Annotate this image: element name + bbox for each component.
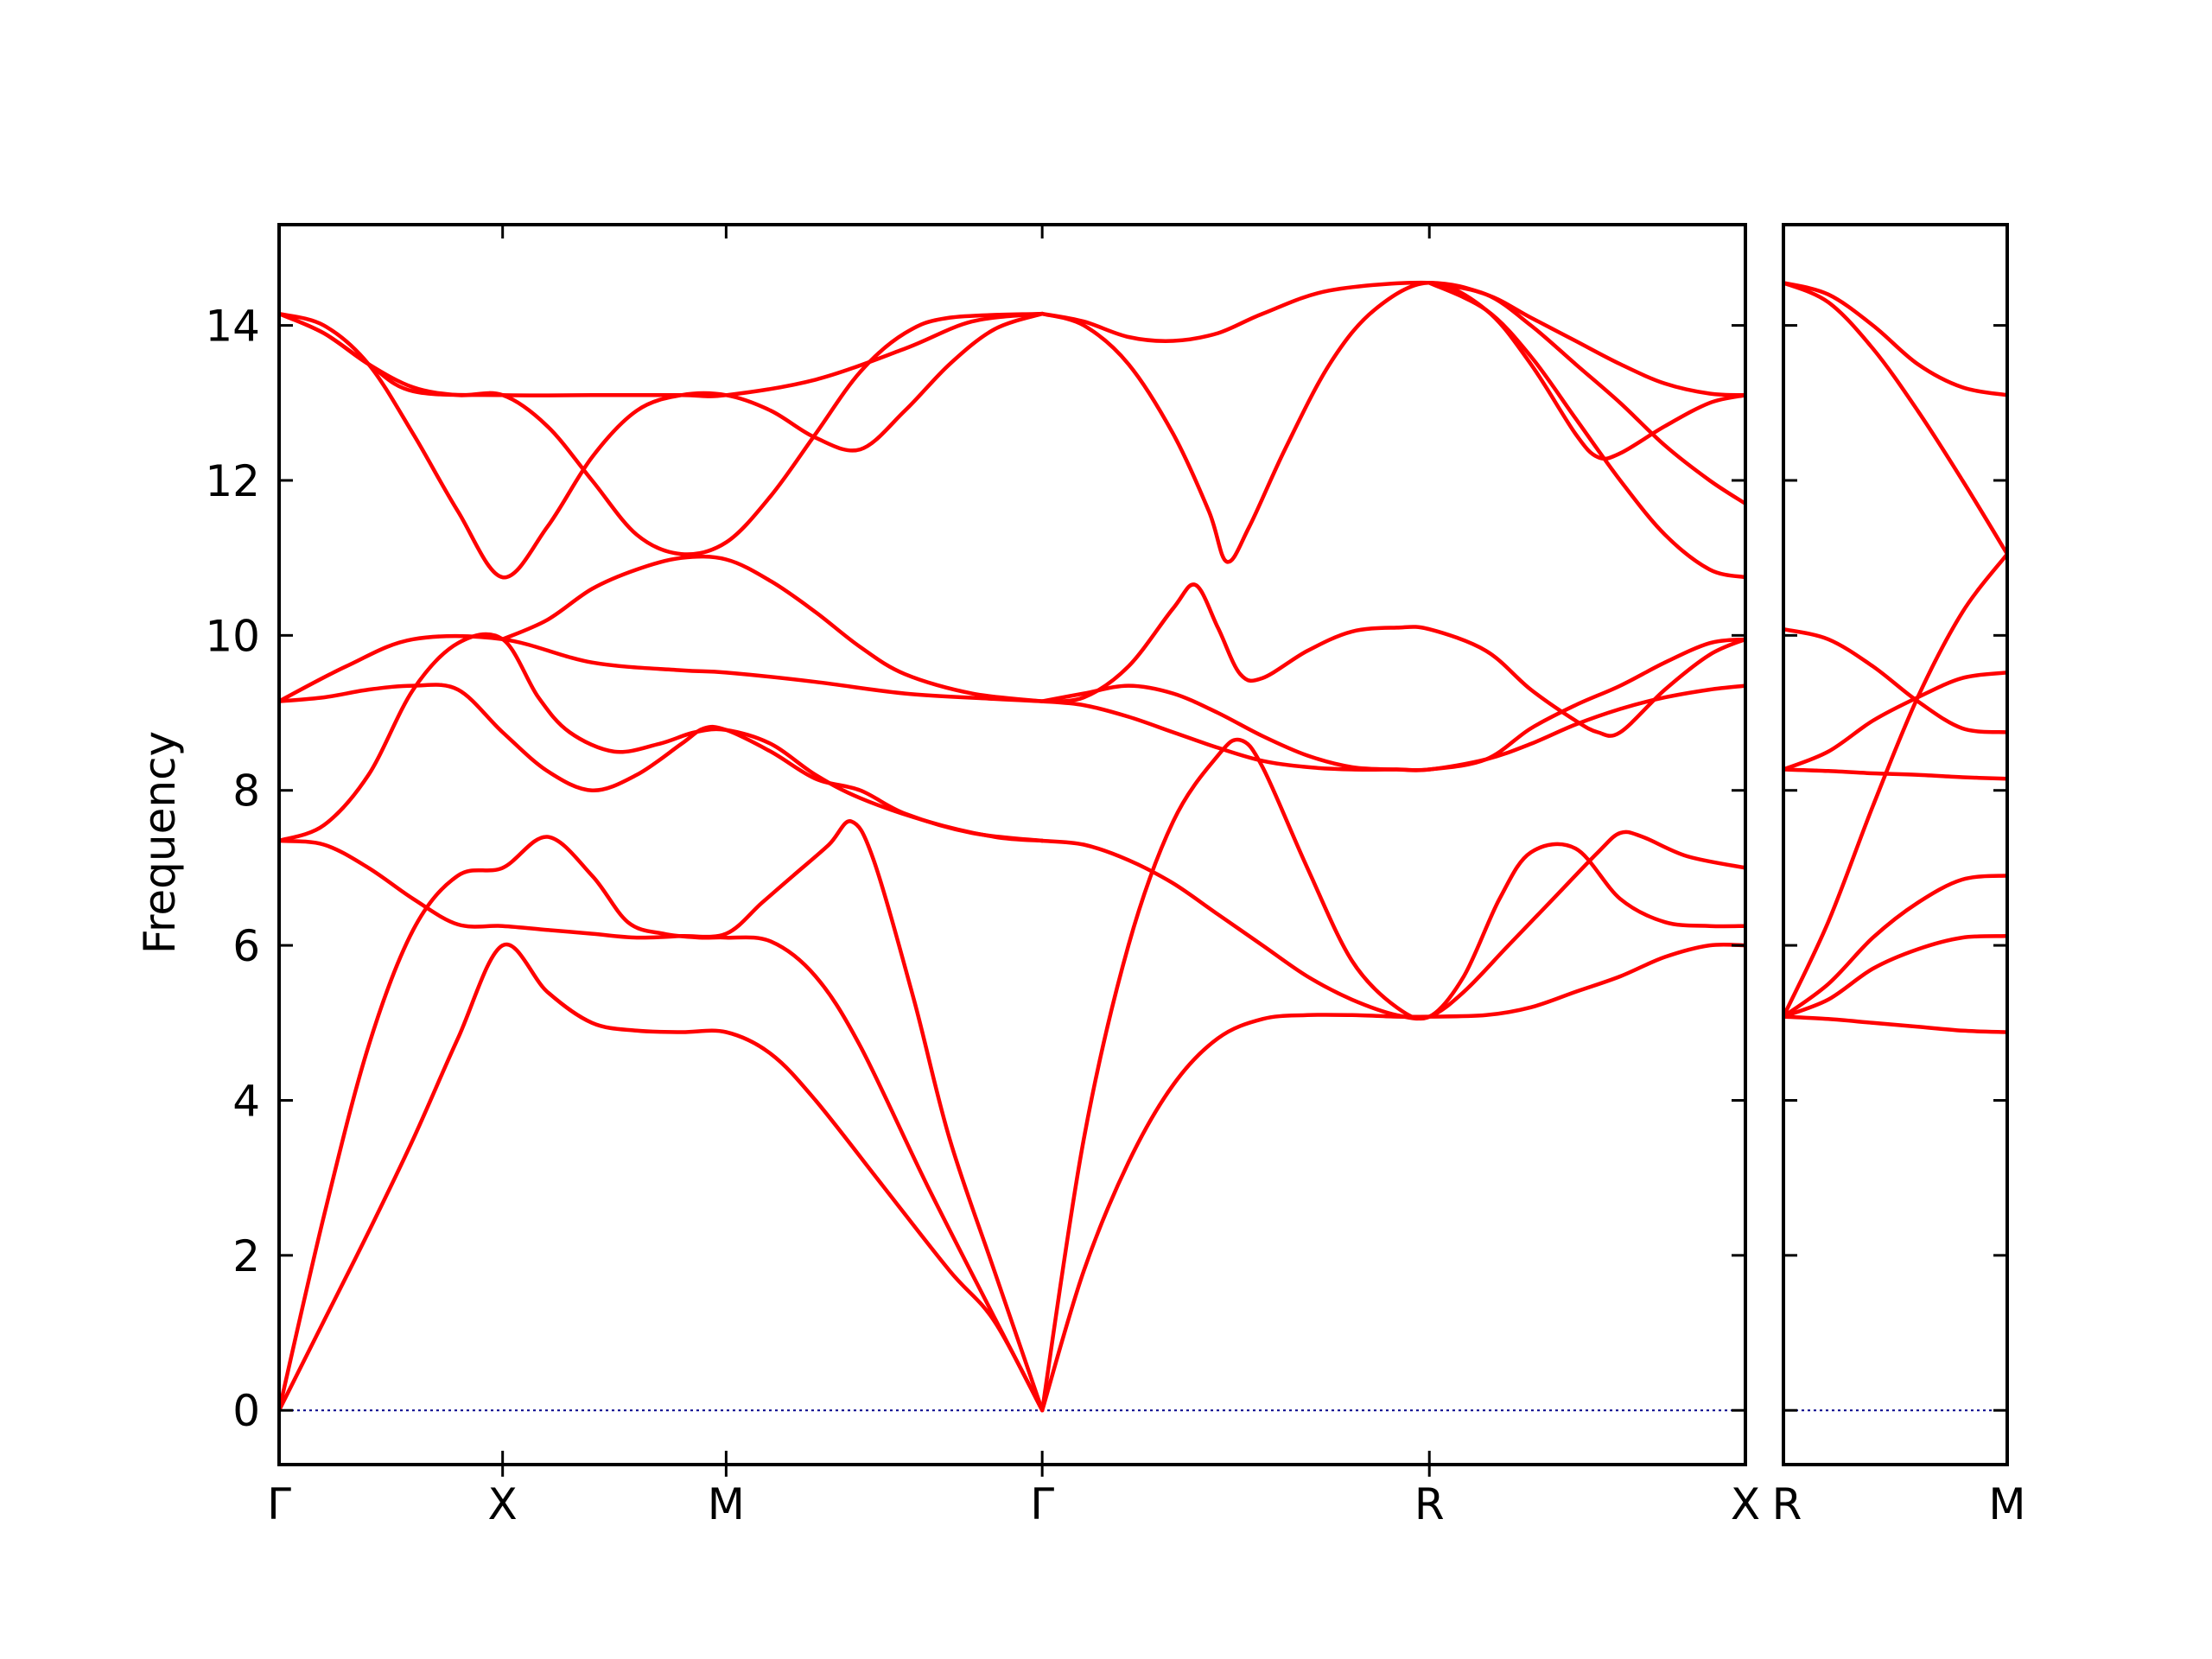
y-tick-label: 6 bbox=[232, 921, 260, 971]
phonon-band-line bbox=[1783, 874, 2007, 1019]
y-axis-label: Frequency bbox=[135, 731, 185, 954]
y-tick-label: 4 bbox=[232, 1076, 260, 1126]
phonon-band-line bbox=[500, 554, 1045, 703]
phonon-band-line bbox=[1783, 1014, 2007, 1034]
phonon-band-line bbox=[1039, 830, 1745, 1021]
band-group bbox=[279, 280, 1745, 1413]
phonon-band-line bbox=[279, 835, 1045, 1413]
x-tick-label: Γ bbox=[267, 1479, 291, 1529]
phonon-band-line bbox=[279, 311, 1045, 580]
phonon-band-line bbox=[1427, 281, 1745, 506]
y-tick-label: 2 bbox=[232, 1231, 260, 1281]
y-tick-label: 8 bbox=[232, 766, 260, 817]
y-tick-label: 14 bbox=[205, 302, 260, 352]
y-tick-label: 0 bbox=[232, 1386, 260, 1436]
x-tick-label: R bbox=[1772, 1479, 1802, 1529]
phonon-band-line bbox=[279, 633, 1045, 703]
phonon-band-line bbox=[1039, 582, 1745, 738]
phonon-band-line bbox=[1783, 281, 2007, 556]
phonon-band-line bbox=[1783, 671, 2007, 772]
phonon-band-line bbox=[279, 819, 1045, 1413]
phonon-band-line bbox=[279, 683, 1045, 843]
phonon-band-line bbox=[1039, 737, 1745, 1413]
x-tick-label: X bbox=[488, 1479, 518, 1529]
phonon-band-line bbox=[1783, 626, 2007, 734]
phonon-band-line bbox=[279, 942, 1045, 1413]
panel-frame bbox=[1782, 223, 2009, 1466]
phonon-band-line bbox=[1427, 281, 1745, 580]
y-axis-label-group: Frequency bbox=[135, 731, 185, 954]
phonon-band-line bbox=[1783, 281, 2007, 397]
phonon-band-line bbox=[1783, 551, 2007, 1019]
y-tick-label: 12 bbox=[205, 456, 260, 506]
phonon-band-line bbox=[279, 632, 1045, 843]
x-tick-label: Γ bbox=[1030, 1479, 1054, 1529]
phonon-band-line bbox=[1039, 281, 1745, 564]
x-tick-label: M bbox=[708, 1479, 745, 1529]
panel-main: 0 2 4 6 8 10 12 14 Γ X M Γ R X bbox=[205, 223, 1760, 1529]
x-tick-label: X bbox=[1731, 1479, 1760, 1529]
panel-frame bbox=[277, 223, 1747, 1466]
phonon-band-line bbox=[1783, 767, 2007, 781]
phonon-band-line bbox=[1039, 683, 1745, 772]
phonon-band-line bbox=[1039, 280, 1745, 397]
phonon-band-line bbox=[1783, 934, 2007, 1019]
phonon-band-line bbox=[279, 311, 1045, 556]
phonon-band-line bbox=[279, 311, 1045, 398]
x-tick-label: M bbox=[1988, 1479, 2025, 1529]
phonon-band-line bbox=[1039, 942, 1745, 1413]
x-tick-label: R bbox=[1414, 1479, 1445, 1529]
y-tick-label: 10 bbox=[205, 611, 260, 661]
band-group bbox=[1783, 281, 2007, 1034]
